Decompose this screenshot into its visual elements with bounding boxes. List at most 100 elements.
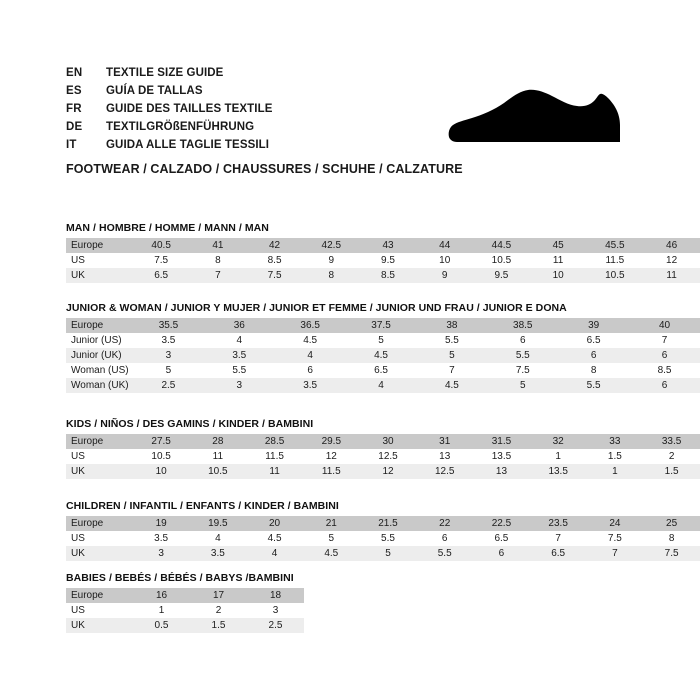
size-cell: 13.5	[473, 449, 530, 464]
column-header-cell: 19	[132, 516, 190, 531]
section-title-kids: KIDS / NIÑOS / DES GAMINS / KINDER / BAM…	[66, 418, 314, 430]
size-table-kids: Europe 27.5 28 28.5 29.5 30 31 31.5 32 33 33.5 US 10…	[66, 434, 700, 479]
language-title: GUÍA DE TALLAS	[106, 85, 203, 97]
column-header-cell: 30	[359, 434, 417, 449]
size-cell: 12	[643, 253, 700, 268]
column-header-cell: 24	[586, 516, 644, 531]
size-cell: 8.5	[359, 268, 417, 283]
size-cell: 7	[629, 333, 700, 348]
size-cell: 6.5	[558, 333, 630, 348]
size-cell: 3.5	[274, 378, 346, 393]
table-row: UK 10 10.5 11 11.5 12 12.5 13 13.5 1 1.5	[66, 464, 700, 479]
section-children: CHILDREN / INFANTIL / ENFANTS / KINDER /…	[66, 500, 700, 561]
column-header-cell: 45	[529, 238, 587, 253]
column-header-cell: 28	[189, 434, 247, 449]
column-header-cell: 44	[416, 238, 474, 253]
row-label: UK	[66, 268, 133, 283]
size-table-man: Europe 40.5 41 42 42.5 43 44 44.5 45 45.5 46 US 7.5 8…	[66, 238, 700, 283]
size-cell: 8	[558, 363, 630, 378]
row-label: Junior (UK)	[66, 348, 133, 363]
language-code: ES	[66, 85, 82, 97]
size-cell: 1.5	[190, 618, 247, 633]
size-cell: 5	[487, 378, 559, 393]
language-title: GUIDE DES TAILLES TEXTILE	[106, 103, 273, 115]
size-cell: 8	[302, 268, 360, 283]
size-cell: 1	[133, 603, 190, 618]
size-cell: 10	[416, 253, 474, 268]
size-cell: 10.5	[189, 464, 247, 479]
size-cell: 2	[190, 603, 247, 618]
column-header-cell: 33.5	[643, 434, 700, 449]
section-title-children: CHILDREN / INFANTIL / ENFANTS / KINDER /…	[66, 500, 339, 512]
size-cell: 7	[189, 268, 247, 283]
table-header-row: Europe 27.5 28 28.5 29.5 30 31 31.5 32 33 33.5	[66, 434, 700, 449]
size-cell: 9.5	[473, 268, 530, 283]
row-label: Woman (US)	[66, 363, 133, 378]
row-label: Europe	[66, 516, 133, 531]
language-row: ES GUÍA DE TALLAS	[66, 82, 446, 100]
size-cell: 8	[643, 531, 700, 546]
size-cell: 5.5	[487, 348, 559, 363]
size-cell: 6.5	[132, 268, 190, 283]
column-header-cell: 43	[359, 238, 417, 253]
size-cell: 0.5	[133, 618, 190, 633]
column-header-cell: 28.5	[246, 434, 303, 449]
size-table-children: Europe 19 19.5 20 21 21.5 22 22.5 23.5 24 25 US 3.5 4…	[66, 516, 700, 561]
column-header-cell: 21	[302, 516, 360, 531]
column-header-cell: 17	[190, 588, 247, 603]
size-cell: 5	[416, 348, 488, 363]
size-cell: 7	[529, 531, 587, 546]
table-row: US 10.5 11 11.5 12 12.5 13 13.5 1 1.5 2	[66, 449, 700, 464]
size-cell: 3	[203, 378, 275, 393]
size-cell: 6	[487, 333, 559, 348]
row-label: Junior (US)	[66, 333, 133, 348]
size-cell: 6	[274, 363, 346, 378]
size-cell: 7.5	[643, 546, 700, 561]
column-header-cell: 29.5	[302, 434, 360, 449]
table-header-row: Europe 35.5 36 36.5 37.5 38 38.5 39 40	[66, 318, 700, 333]
section-title-babies: BABIES / BEBÉS / BÉBÉS / BABYS /BAMBINI	[66, 572, 294, 584]
language-row: FR GUIDE DES TAILLES TEXTILE	[66, 100, 446, 118]
table-header-row: Europe 16 17 18	[66, 588, 304, 603]
size-cell: 13.5	[529, 464, 587, 479]
size-cell: 4.5	[302, 546, 360, 561]
column-header-cell: 16	[133, 588, 190, 603]
size-cell: 11	[529, 253, 587, 268]
size-cell: 13	[473, 464, 530, 479]
size-cell: 6.5	[529, 546, 587, 561]
size-cell: 4.5	[416, 378, 488, 393]
size-cell: 10.5	[586, 268, 644, 283]
size-cell: 4	[203, 333, 275, 348]
column-header-cell: 39	[558, 318, 630, 333]
column-header-cell: 45.5	[586, 238, 644, 253]
size-cell: 2	[643, 449, 700, 464]
size-cell: 7.5	[586, 531, 644, 546]
section-title-man: MAN / HOMBRE / HOMME / MANN / MAN	[66, 222, 269, 234]
size-cell: 10	[132, 464, 190, 479]
size-cell: 3	[132, 348, 204, 363]
size-cell: 12	[302, 449, 360, 464]
column-header-cell: 38.5	[487, 318, 559, 333]
size-cell: 3.5	[189, 546, 247, 561]
section-kids: KIDS / NIÑOS / DES GAMINS / KINDER / BAM…	[66, 418, 700, 479]
column-header-cell: 40.5	[132, 238, 190, 253]
size-cell: 11.5	[302, 464, 360, 479]
size-cell: 11.5	[246, 449, 303, 464]
size-cell: 11	[643, 268, 700, 283]
size-cell: 10.5	[132, 449, 190, 464]
column-header-cell: 32	[529, 434, 587, 449]
column-header-cell: 38	[416, 318, 488, 333]
table-row: Woman (UK) 2.5 3 3.5 4 4.5 5 5.5 6	[66, 378, 700, 393]
size-cell: 2.5	[247, 618, 304, 633]
size-cell: 4	[246, 546, 303, 561]
column-header-cell: 42	[246, 238, 303, 253]
language-title: TEXTILGRÖßENFÜHRUNG	[106, 121, 255, 133]
row-label: Europe	[66, 238, 133, 253]
size-cell: 12	[359, 464, 417, 479]
column-header-cell: 40	[629, 318, 700, 333]
column-header-cell: 25	[643, 516, 700, 531]
column-header-cell: 22.5	[473, 516, 530, 531]
size-cell: 6	[629, 378, 700, 393]
column-header-cell: 31	[416, 434, 474, 449]
